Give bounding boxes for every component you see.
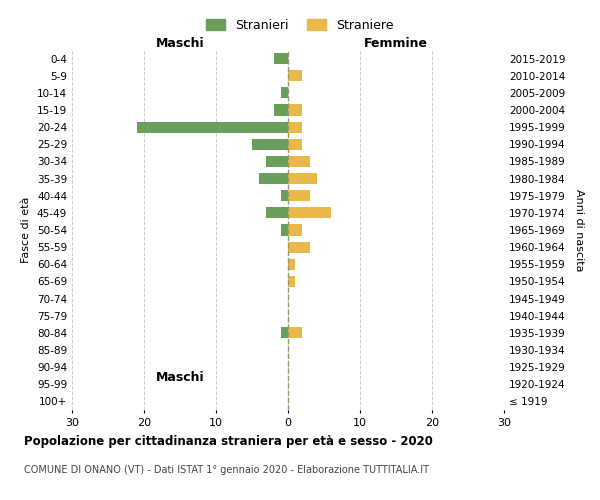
Bar [288, 258, 295, 270]
Y-axis label: Anni di nascita: Anni di nascita [574, 188, 584, 271]
Bar [288, 122, 302, 132]
Bar [288, 173, 317, 184]
Bar [288, 138, 302, 150]
Bar [137, 122, 288, 132]
Bar [288, 224, 302, 235]
Bar [281, 328, 288, 338]
Bar [288, 242, 310, 252]
Text: COMUNE DI ONANO (VT) - Dati ISTAT 1° gennaio 2020 - Elaborazione TUTTITALIA.IT: COMUNE DI ONANO (VT) - Dati ISTAT 1° gen… [24, 465, 429, 475]
Bar [288, 208, 331, 218]
Bar [274, 53, 288, 64]
Bar [288, 156, 310, 167]
Text: Popolazione per cittadinanza straniera per età e sesso - 2020: Popolazione per cittadinanza straniera p… [24, 435, 433, 448]
Bar [288, 328, 302, 338]
Bar [281, 190, 288, 202]
Bar [288, 190, 310, 202]
Bar [288, 104, 302, 116]
Legend: Stranieri, Straniere: Stranieri, Straniere [202, 14, 398, 37]
Bar [281, 88, 288, 99]
Bar [288, 276, 295, 287]
Bar [259, 173, 288, 184]
Bar [266, 208, 288, 218]
Bar [266, 156, 288, 167]
Bar [288, 70, 302, 82]
Bar [274, 104, 288, 116]
Text: Maschi: Maschi [155, 37, 205, 50]
Bar [281, 224, 288, 235]
Y-axis label: Fasce di età: Fasce di età [22, 197, 31, 263]
Text: Maschi: Maschi [155, 371, 205, 384]
Bar [252, 138, 288, 150]
Text: Femmine: Femmine [364, 37, 428, 50]
